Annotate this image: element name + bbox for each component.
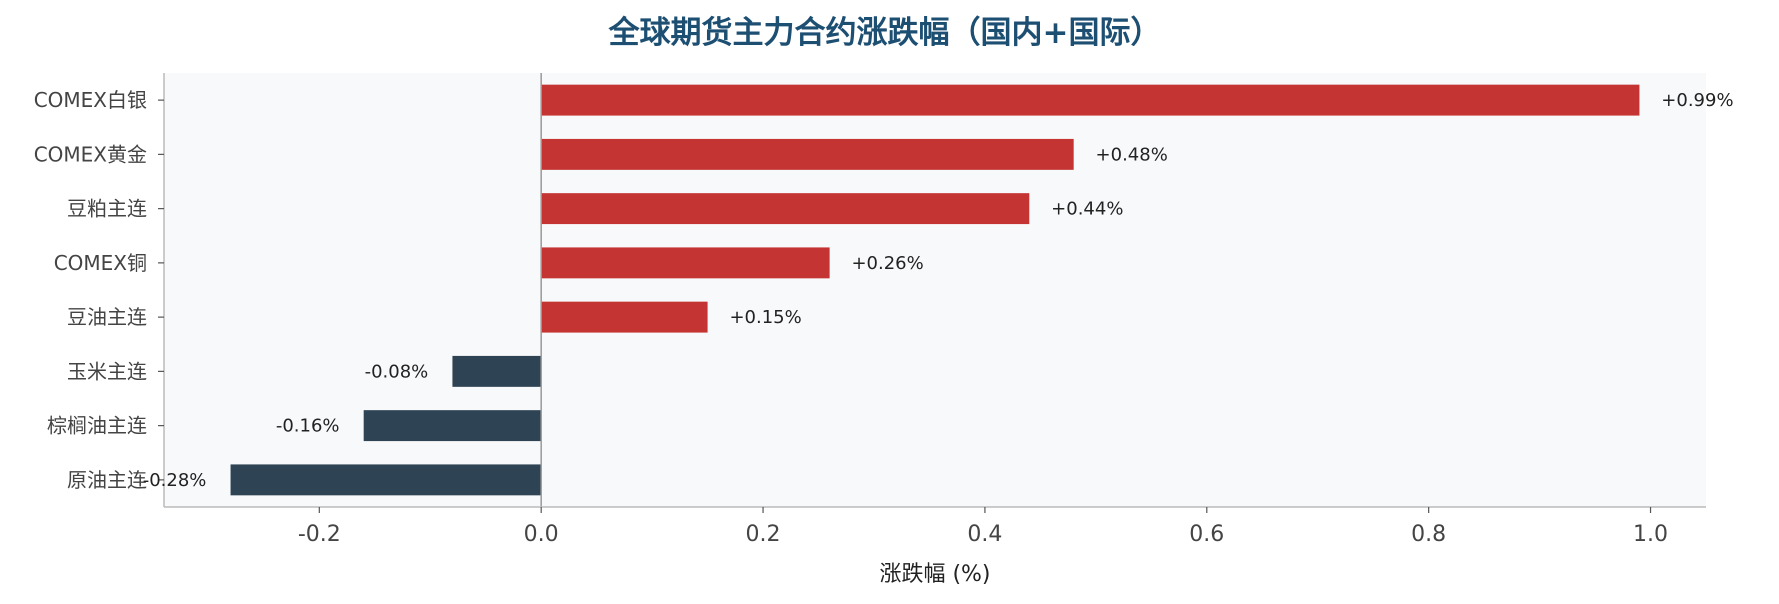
bars-group bbox=[230, 84, 1640, 496]
x-tick-label: 1.0 bbox=[1633, 522, 1668, 547]
bar-1 bbox=[541, 138, 1074, 170]
bar-3 bbox=[541, 247, 830, 279]
value-label: -0.16% bbox=[276, 416, 340, 437]
bar-4 bbox=[541, 301, 708, 333]
x-tick-label: 0.2 bbox=[746, 522, 781, 547]
y-tick-label: 豆油主连 bbox=[67, 305, 147, 329]
value-label: +0.48% bbox=[1096, 144, 1168, 165]
y-tick-label: COMEX黄金 bbox=[34, 142, 147, 166]
x-tick-label: 0.0 bbox=[524, 522, 559, 547]
value-label: -0.28% bbox=[143, 470, 207, 491]
chart-title: 全球期货主力合约涨跌幅（国内+国际） bbox=[608, 15, 1162, 51]
value-label: -0.08% bbox=[365, 361, 429, 382]
bar-5 bbox=[452, 355, 542, 387]
x-tick-label: -0.2 bbox=[298, 522, 341, 547]
y-tick-label: 原油主连 bbox=[67, 468, 147, 492]
plot-area bbox=[164, 73, 1706, 507]
bar-2 bbox=[541, 193, 1030, 225]
value-label: +0.15% bbox=[729, 307, 801, 328]
value-label: +0.44% bbox=[1051, 199, 1123, 220]
y-tick-label: 豆粕主连 bbox=[67, 197, 147, 221]
x-axis: -0.2 0.0 0.2 0.4 0.6 0.8 1.0 bbox=[298, 507, 1668, 547]
bar-7 bbox=[230, 464, 542, 496]
y-tick-label: 玉米主连 bbox=[67, 359, 147, 383]
y-tick-label: COMEX白银 bbox=[34, 88, 147, 112]
x-axis-title: 涨跌幅 (%) bbox=[879, 562, 990, 587]
x-tick-label: 0.4 bbox=[967, 522, 1002, 547]
y-tick-label: 棕榈油主连 bbox=[47, 414, 147, 438]
x-tick-label: 0.8 bbox=[1411, 522, 1446, 547]
bar-6 bbox=[363, 410, 542, 442]
x-tick-label: 0.6 bbox=[1189, 522, 1224, 547]
value-labels-group: +0.99% +0.48% +0.44% +0.26% +0.15% -0.08% -0.1… bbox=[143, 90, 1734, 491]
bar-0 bbox=[541, 84, 1640, 116]
value-label: +0.99% bbox=[1661, 90, 1733, 111]
value-label: +0.26% bbox=[851, 253, 923, 274]
y-tick-label: COMEX铜 bbox=[54, 251, 147, 275]
